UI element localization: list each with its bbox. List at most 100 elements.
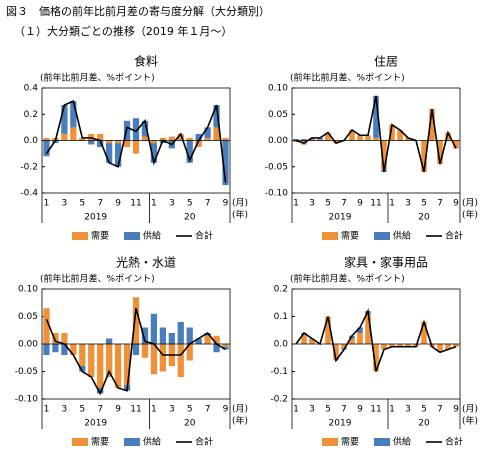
x-tick-label: 7 xyxy=(205,405,211,415)
x-tick-label: 9 xyxy=(115,405,121,415)
bar xyxy=(325,132,331,141)
bar xyxy=(357,135,363,141)
year-label: 2019 xyxy=(84,419,107,429)
x-tick-label: 7 xyxy=(205,199,211,209)
x-tick-label: 11 xyxy=(370,405,381,415)
x-tick-label: 5 xyxy=(421,199,427,209)
bar xyxy=(97,133,104,141)
x-tick-label: 3 xyxy=(62,405,68,415)
bar xyxy=(381,344,387,350)
bar xyxy=(357,327,363,333)
x-tick-label: 1 xyxy=(389,199,395,209)
year-label: 2019 xyxy=(84,213,107,223)
bar xyxy=(213,127,220,141)
x-tick-label: 1 xyxy=(293,405,299,415)
bar xyxy=(213,335,220,344)
bar xyxy=(365,135,371,141)
x-tick-label: 9 xyxy=(115,199,121,209)
x-tick-label: 9 xyxy=(357,199,363,209)
bar xyxy=(177,322,184,344)
x-unit: (月) xyxy=(232,198,248,209)
bar xyxy=(132,140,140,154)
bar xyxy=(453,344,459,347)
x-tick-label: 5 xyxy=(79,199,85,209)
x-tick-label: 7 xyxy=(341,405,347,415)
bar xyxy=(213,105,220,128)
x-tick-label: 5 xyxy=(325,199,331,209)
bar xyxy=(43,137,50,141)
bar xyxy=(150,143,158,163)
y-axis-label: (前年比前月差、%ポイント) xyxy=(290,273,405,285)
x-tick-label: 3 xyxy=(405,405,411,415)
y-tick-label: -0.05 xyxy=(15,367,38,377)
y-tick-label: 0.10 xyxy=(268,84,288,94)
bar xyxy=(186,137,193,141)
bar xyxy=(43,344,50,355)
bar xyxy=(373,95,379,138)
bar xyxy=(70,344,77,355)
legend-swatch xyxy=(322,232,338,240)
x-unit: (月) xyxy=(232,404,248,415)
bar xyxy=(213,344,220,353)
bar xyxy=(61,133,68,141)
page-title: 図３ 価格の前年比前月差の寄与度分解（大分類別） xyxy=(6,4,270,18)
x-unit: (月) xyxy=(462,198,478,209)
bar xyxy=(132,297,140,344)
bar xyxy=(61,333,68,344)
legend-label: 合計 xyxy=(195,230,213,242)
year-label: 2019 xyxy=(329,419,352,429)
bar xyxy=(222,346,229,350)
y-tick-label: -0.05 xyxy=(265,162,288,172)
x-tick-label: 9 xyxy=(453,405,459,415)
bar xyxy=(132,118,140,141)
plot-frame xyxy=(291,87,461,194)
bar xyxy=(397,344,403,347)
bar xyxy=(106,140,113,144)
x-tick-label: 1 xyxy=(151,199,157,209)
bar xyxy=(373,344,379,372)
legend-swatch xyxy=(72,232,88,240)
x-tick-label: 9 xyxy=(357,405,363,415)
year-unit: (年) xyxy=(232,209,248,221)
x-tick-label: 7 xyxy=(437,405,443,415)
y-axis-label: (前年比前月差、%ポイント) xyxy=(40,273,155,285)
x-tick-label: 1 xyxy=(44,199,50,209)
bar xyxy=(106,338,113,344)
bar xyxy=(159,137,166,141)
bar xyxy=(389,124,395,141)
x-tick-label: 11 xyxy=(370,199,381,209)
year-unit: (年) xyxy=(462,209,478,221)
y-tick-label: 0.2 xyxy=(274,285,288,295)
x-unit: (月) xyxy=(462,404,478,415)
bar xyxy=(97,388,104,394)
y-tick-label: 0.00 xyxy=(18,340,38,350)
x-tick-label: 3 xyxy=(309,405,315,415)
bar xyxy=(186,140,193,163)
legend-label: 合計 xyxy=(445,436,463,448)
bar xyxy=(141,136,149,141)
y-tick-label: -0.2 xyxy=(270,395,288,405)
total-line xyxy=(295,95,457,173)
panel-title: 光熱・水道 xyxy=(116,256,176,270)
x-tick-label: 5 xyxy=(187,405,193,415)
bar xyxy=(293,138,299,141)
year-unit: (年) xyxy=(462,415,478,427)
bar xyxy=(222,140,229,186)
y-tick-label: 0.0 xyxy=(24,136,39,146)
x-tick-label: 5 xyxy=(421,405,427,415)
year-label: 20 xyxy=(418,419,430,429)
bar xyxy=(88,140,95,145)
legend-label: 供給 xyxy=(143,436,161,448)
bar xyxy=(43,308,50,344)
bar xyxy=(52,344,59,353)
bar xyxy=(168,136,175,141)
bar xyxy=(141,344,149,358)
legend-label: 需要 xyxy=(91,231,109,242)
bar xyxy=(445,344,451,350)
x-tick-label: 5 xyxy=(187,199,193,209)
bar xyxy=(204,335,211,344)
year-label: 2019 xyxy=(329,213,352,223)
legend-label: 供給 xyxy=(143,230,161,242)
bar xyxy=(389,344,395,347)
